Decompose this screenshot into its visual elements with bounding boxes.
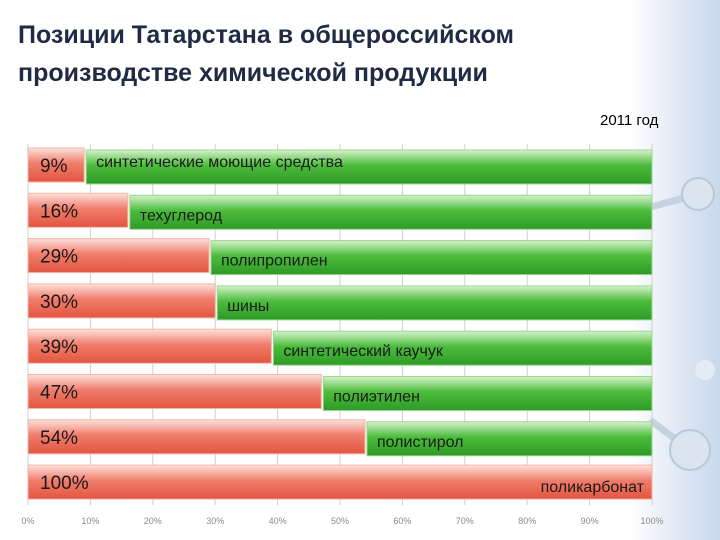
bar-share	[27, 374, 322, 409]
bars-layer	[27, 147, 653, 500]
value-label: 39%	[40, 337, 78, 358]
page-title: Позиции Татарстана в общероссийском прои…	[18, 21, 515, 87]
bar-share	[27, 419, 366, 455]
value-label: 47%	[40, 383, 78, 404]
year-label: 2011 год	[600, 112, 659, 129]
labels-layer: 9% синтетические моющие средства 16% техугл…	[40, 154, 645, 496]
bar-share	[27, 192, 129, 228]
x-tick-label: 0%	[21, 516, 34, 526]
category-label: полипропилен	[221, 253, 328, 270]
x-tick-label: 40%	[269, 516, 287, 526]
bar-remainder	[366, 421, 653, 457]
x-tick-label: 30%	[206, 516, 224, 526]
category-label: синтетические моющие средства	[96, 154, 343, 171]
molecule-decoration-icon	[639, 177, 715, 471]
value-label: 30%	[40, 292, 78, 313]
x-tick-label: 60%	[393, 516, 411, 526]
bar-share	[27, 464, 653, 500]
x-tick-label: 70%	[456, 516, 474, 526]
value-label: 29%	[40, 247, 78, 268]
x-tick-label: 50%	[331, 516, 349, 526]
x-tick-label: 20%	[144, 516, 162, 526]
bar-remainder	[322, 376, 653, 411]
value-label: 9%	[40, 156, 68, 177]
category-label: полиэтилен	[333, 389, 420, 406]
x-tick-label: 90%	[581, 516, 599, 526]
bar-share	[27, 328, 272, 364]
bar-remainder	[129, 194, 653, 230]
bar-remainder	[85, 149, 653, 185]
bar-share	[27, 238, 210, 274]
x-axis-ticks: 0% 10% 20% 30% 40% 50% 60% 70% 80% 90% 100%	[21, 516, 663, 526]
category-label: техуглерод	[140, 207, 223, 224]
x-tick-label: 80%	[518, 516, 536, 526]
bar-remainder	[216, 285, 653, 321]
bar-share	[27, 283, 216, 319]
bar-remainder	[272, 330, 653, 366]
value-label: 16%	[40, 201, 78, 222]
category-label: полистирол	[377, 434, 464, 451]
bar-share	[27, 147, 85, 183]
category-label: поликарбонат	[541, 479, 645, 496]
category-label: синтетический каучук	[283, 343, 444, 360]
bar-remainder	[210, 240, 653, 276]
value-label: 100%	[40, 473, 89, 494]
x-tick-label: 100%	[640, 516, 663, 526]
value-label: 54%	[40, 428, 78, 449]
category-label: шины	[227, 298, 269, 315]
x-tick-label: 10%	[81, 516, 99, 526]
